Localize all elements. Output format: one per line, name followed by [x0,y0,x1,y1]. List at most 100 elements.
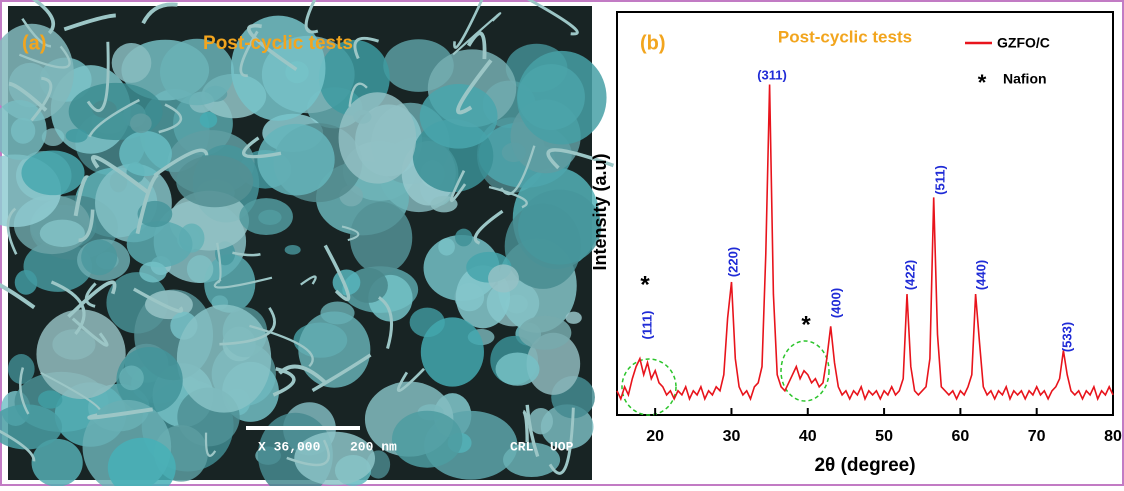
sem-grain [231,15,326,121]
peak-label: (422) [902,260,917,290]
sem-grain [488,264,519,293]
x-tick-label: 50 [875,428,893,445]
peak-label: (311) [757,67,787,82]
sem-grain [528,407,553,435]
x-tick-label: 40 [799,428,817,445]
sem-fiber [311,353,372,392]
sem-grain [455,228,473,247]
sem-grain [501,142,526,163]
sem-grain [392,410,463,468]
sem-fiber [141,2,178,25]
sem-fiber [450,170,467,203]
x-tick-label: 60 [951,428,969,445]
sem-grain [284,245,301,255]
sem-grain [518,189,602,265]
sem-grain [503,442,561,478]
asterisk: * [801,311,811,338]
panel-title: Post-cyclic tests [203,33,353,54]
sem-fiber [86,41,110,113]
sem-grain [37,390,63,409]
sem-grain [160,38,235,106]
sem-fiber [473,209,504,245]
sem-grain [111,42,152,83]
x-tick-label: 30 [723,428,741,445]
sem-texture [0,0,615,491]
sem-fiber [548,407,575,475]
sem-grain [349,201,413,274]
sem-grain [92,100,117,118]
sem-fiber [132,287,184,313]
sem-grain [239,198,293,236]
sem-fiber [341,225,360,242]
highlight-ellipse [780,340,830,402]
sem-fiber [153,148,209,177]
legend-label: GZFO/C [997,35,1050,51]
sem-grain [137,200,173,228]
sem-fiber [232,251,261,257]
x-tick-label: 70 [1028,428,1046,445]
sem-fiber [466,31,487,60]
sem-grain [176,155,254,208]
magnification: X 36,000 [258,439,321,454]
sem-fiber [88,98,140,138]
sem-grain [107,437,176,491]
sem-fiber [286,439,330,467]
sem-grain [199,111,218,128]
sem-grain [130,113,152,134]
sem-fiber [71,317,109,347]
sem-fiber [453,0,484,49]
legend-symbol: * [978,70,987,95]
sem-fiber [249,324,314,368]
sem-fiber [30,76,53,122]
sem-grain [126,221,193,268]
sem-grain [65,128,88,143]
sem-fiber [67,280,117,319]
sem-grain [119,365,144,391]
peak-label: (440) [973,260,988,290]
sem-fiber [63,13,116,32]
chart-title: Post-cyclic tests [778,27,912,46]
sem-grain [0,404,63,450]
sem-grain [39,219,85,247]
sem-grain [495,352,540,386]
sem-grain [257,123,335,196]
sem-grain [186,255,214,284]
sem-grain [0,23,74,122]
sem-fiber [452,12,502,56]
sem-grain [204,254,256,313]
sem-fiber [216,242,222,284]
sem-fiber [213,276,273,289]
sem-fiber [348,82,368,107]
sem-grain [21,150,85,196]
peak-label: (111) [639,311,654,340]
sem-grain [518,315,572,350]
sem-grain [81,239,118,276]
peak-label: (511) [932,165,947,195]
sem-fiber [456,59,493,115]
sem-fiber [18,45,71,69]
sem-fiber [304,0,319,34]
sem-fiber [300,275,317,286]
sem-fiber [158,103,183,134]
sem-fiber [40,371,101,411]
x-tick-label: 20 [646,428,664,445]
sem-fiber [323,244,351,302]
sem-grain [298,311,371,388]
sem-grain [294,431,376,486]
peak-label: (533) [1059,322,1074,352]
sem-fiber [91,155,150,195]
data-line [616,84,1114,402]
sem-grain [14,269,38,295]
sem-fiber [527,0,579,36]
sem-fiber [522,409,529,443]
sem-fiber [6,207,18,255]
sem-grain [419,84,498,149]
panel-label: (a) [22,32,46,54]
x-axis-label: 2θ (degree) [814,455,915,476]
tag: UOP [550,439,574,454]
panel-label: (b) [640,32,666,54]
sem-fiber [78,209,95,243]
plot-frame [616,11,1114,416]
sem-fiber [0,429,36,462]
scale-label: 200 nm [350,439,397,454]
